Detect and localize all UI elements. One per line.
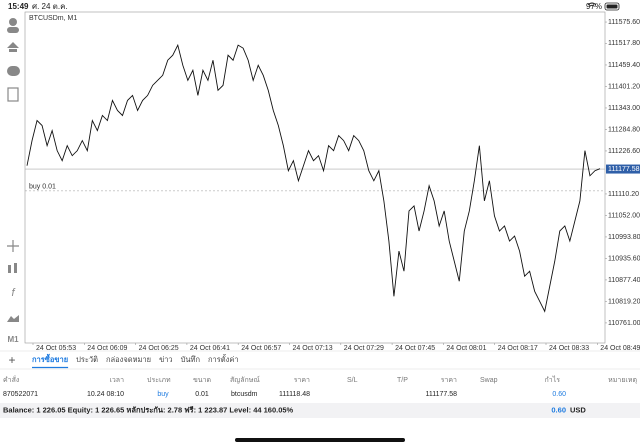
y-tick-label: 111459.40 [608,62,640,69]
order-profit: 0.60 [552,391,566,398]
column-header: T/P [397,377,408,384]
y-tick-label: 110877.40 [608,277,640,284]
crosshair-icon[interactable] [7,240,19,252]
add-button[interactable]: + [8,353,15,367]
trade-icon[interactable] [7,42,19,52]
x-tick-label: 24 Oct 06:25 [139,345,179,352]
position-label: buy 0.01 [29,184,56,191]
column-header: คำสั่ง [3,375,19,384]
tab[interactable]: บันทึก [181,355,200,364]
x-tick-label: 24 Oct 08:33 [549,345,589,352]
tabs: การซื้อขาย ประวัติ กล่องจดหมาย ข่าว บันทึก กา… [32,353,239,369]
status-date: ศ. 24 ต.ค. [32,2,68,11]
y-tick-label: 111052.00 [608,212,640,219]
current-price: 111177.58 [425,391,457,398]
x-tick-label: 24 Oct 08:17 [498,345,538,352]
indicator-icon-2 [14,263,17,273]
wifi-icon [587,2,597,7]
price-marker [606,164,640,174]
tab[interactable]: กล่องจดหมาย [106,355,151,364]
y-tick-label: 111517.80 [608,40,640,47]
chart-frame [24,11,606,344]
battery-fill [606,4,618,9]
price-line-series [26,43,601,313]
y-tick-label: 111343.00 [608,105,640,112]
balance-text: Balance: 1 226.05 Equity: 1 226.65 หลักป… [3,405,294,414]
balance-bar [0,403,640,418]
x-tick-label: 24 Oct 07:13 [293,345,333,352]
y-tick-label: 111575.60 [608,19,640,26]
y-tick-label: 110993.80 [608,234,640,241]
status-time: 15:49 [8,2,29,11]
x-tick-label: 24 Oct 08:01 [446,345,486,352]
x-tick-label: 24 Oct 07:29 [344,345,384,352]
timeframe-button[interactable]: M1 [7,335,19,344]
x-tick-label: 24 Oct 06:57 [241,345,281,352]
y-tick-label: 110761.00 [608,320,640,327]
order-id: 870522071 [3,391,38,398]
order-type: buy [157,391,169,398]
order-time: 10.24 08:10 [87,391,124,398]
y-tick-label: 111401.20 [608,83,640,90]
chat-icon[interactable] [7,66,20,76]
column-header: สัญลักษณ์ [230,376,260,384]
account-icon[interactable] [9,18,17,26]
battery-icon [604,2,620,11]
x-tick-label: 24 Oct 07:45 [395,345,435,352]
y-tick-label: 111226.60 [608,148,640,155]
column-header: เวลา [109,377,124,384]
column-header: หมายเหตุ [608,377,637,384]
y-tick-label: 110819.20 [608,298,640,305]
y-tick-label: 110935.60 [608,255,640,262]
column-header: S/L [347,377,358,384]
x-tick-label: 24 Oct 06:41 [190,345,230,352]
x-tick-label: 24 Oct 06:09 [87,345,127,352]
account-icon-body [7,27,19,33]
column-header: ประเภท [147,377,171,384]
table-header: คำสั่ง เวลา ประเภท ขนาด สัญลักษณ์ ราคา S/L T/P ร… [3,375,637,384]
tab[interactable]: ข่าว [159,355,173,364]
x-tick-label: 24 Oct 08:49 [600,345,640,352]
indicator-icon[interactable] [8,265,11,273]
left-toolbar: f M1 [7,18,20,344]
y-tick-label: 111284.80 [608,126,640,133]
tab[interactable]: ประวัติ [76,355,98,364]
column-header: กำไร [545,375,561,384]
price-marker-label: 111177.58 [608,166,640,173]
tab[interactable]: การตั้งค่า [208,354,239,364]
objects-icon[interactable] [7,315,19,322]
function-icon[interactable]: f [11,287,15,299]
x-tick-label: 24 Oct 05:53 [36,345,76,352]
table-row[interactable]: 870522071 10.24 08:10 buy 0.01 btcusdm 1… [3,391,566,398]
column-header: ราคา [294,377,310,384]
column-header: ราคา [441,377,457,384]
order-symbol: btcusdm [231,391,258,398]
column-header: Swap [480,377,498,384]
tab[interactable]: การซื้อขาย [32,353,68,364]
home-indicator [235,438,405,442]
balance-profit: 0.60 [551,405,566,414]
news-icon[interactable] [7,87,19,102]
y-tick-label: 111110.20 [608,191,639,198]
open-price: 111118.48 [279,391,310,398]
chart-title: BTCUSDm, M1 [29,15,77,22]
chart: 111575.60 111517.80 111459.40 111401.20 1113… [25,19,640,352]
column-header: ขนาด [193,377,211,384]
order-volume: 0.01 [195,391,209,398]
balance-currency: USD [570,405,586,414]
